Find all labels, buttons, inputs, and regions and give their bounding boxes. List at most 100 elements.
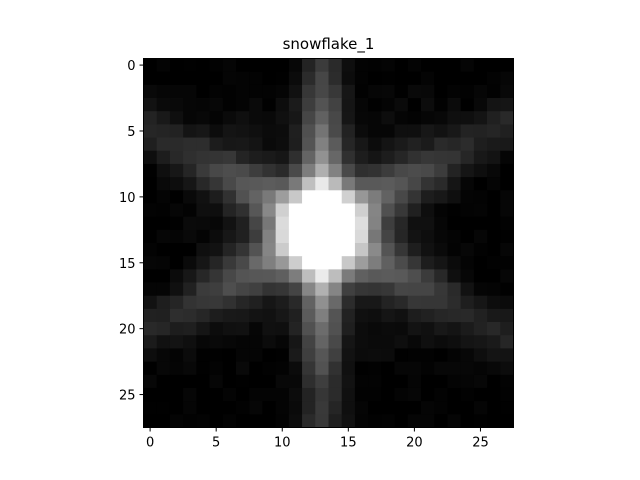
heatmap-cell [500, 282, 514, 297]
heatmap-cell [143, 190, 158, 204]
heatmap-cell [487, 150, 501, 165]
heatmap-cell [315, 58, 329, 73]
heatmap-cell [500, 348, 514, 363]
heatmap-cell [196, 137, 210, 152]
heatmap-cell [473, 84, 488, 99]
heatmap-cell [275, 335, 290, 349]
heatmap-cell [394, 348, 409, 363]
heatmap-cell [394, 269, 409, 283]
heatmap-cell [328, 348, 343, 363]
heatmap-cell [434, 387, 448, 402]
heatmap-cell [368, 322, 382, 336]
heatmap-cell [368, 374, 382, 389]
heatmap-cell [328, 163, 343, 178]
heatmap-cell [500, 229, 514, 244]
heatmap-cell [354, 71, 369, 86]
heatmap-cell [169, 150, 184, 165]
heatmap-cell [447, 308, 462, 323]
heatmap-cell [143, 308, 158, 323]
heatmap-cell [288, 282, 303, 297]
heatmap-cell [473, 361, 488, 376]
heatmap-cell [236, 243, 250, 257]
heatmap-cell [447, 295, 462, 310]
heatmap-cell [236, 137, 250, 152]
heatmap-cell [143, 361, 158, 376]
heatmap-cell [196, 203, 210, 218]
heatmap-cell [183, 335, 197, 349]
heatmap-cell [354, 335, 369, 349]
heatmap-cell [183, 177, 197, 191]
heatmap-cell [275, 150, 290, 165]
heatmap-cell [222, 150, 237, 165]
heatmap-cell [288, 335, 303, 349]
y-tick-label: 10 [119, 191, 136, 206]
heatmap-cell [328, 98, 343, 112]
heatmap-cell [236, 387, 250, 402]
heatmap-cell [262, 308, 277, 323]
heatmap-cell [421, 282, 435, 297]
heatmap-cell [473, 190, 488, 204]
heatmap-cell [407, 308, 422, 323]
heatmap-cell [500, 137, 514, 152]
heatmap-cell [169, 58, 184, 73]
heatmap-cell [196, 71, 210, 86]
heatmap-cell [169, 71, 184, 86]
heatmap-cell [209, 124, 224, 138]
heatmap-cell [249, 71, 263, 86]
heatmap-cell [328, 111, 343, 125]
heatmap-cell [315, 308, 329, 323]
heatmap-cell [236, 256, 250, 270]
heatmap-cell [315, 348, 329, 363]
heatmap-cell [302, 84, 316, 99]
heatmap-cell [143, 111, 158, 125]
heatmap-cell [236, 124, 250, 138]
heatmap-cell [315, 190, 329, 204]
heatmap-cell [407, 216, 422, 231]
heatmap-cell [487, 282, 501, 297]
heatmap-cell [368, 216, 382, 231]
heatmap-cell [341, 335, 356, 349]
heatmap-cell [460, 98, 475, 112]
heatmap-cell [368, 163, 382, 178]
heatmap-cell [209, 71, 224, 86]
heatmap-cell [156, 414, 171, 428]
heatmap-cell [354, 190, 369, 204]
heatmap-cell [354, 124, 369, 138]
heatmap-cell [354, 414, 369, 428]
heatmap-cell [434, 163, 448, 178]
heatmap-cell [196, 282, 210, 297]
heatmap-cell [275, 361, 290, 376]
heatmap-cell [447, 163, 462, 178]
heatmap-cell [262, 137, 277, 152]
heatmap-cell [381, 295, 395, 310]
heatmap-cell [169, 361, 184, 376]
heatmap-cell [421, 295, 435, 310]
heatmap-cell [394, 216, 409, 231]
x-tick-label: 5 [212, 436, 220, 451]
heatmap-cell [275, 269, 290, 283]
heatmap-cell [381, 177, 395, 191]
heatmap-cell [209, 308, 224, 323]
heatmap-cell [500, 71, 514, 86]
heatmap-cell [434, 414, 448, 428]
heatmap-cell [447, 71, 462, 86]
heatmap-cell [183, 348, 197, 363]
heatmap-cell [487, 322, 501, 336]
heatmap-cell [315, 414, 329, 428]
heatmap-cell [487, 374, 501, 389]
heatmap-cell [288, 361, 303, 376]
heatmap-cell [262, 256, 277, 270]
heatmap-cell [143, 177, 158, 191]
heatmap-cell [183, 414, 197, 428]
heatmap-cell [341, 322, 356, 336]
heatmap-cell [275, 137, 290, 152]
heatmap-cell [249, 374, 263, 389]
heatmap-cell [407, 71, 422, 86]
heatmap-cell [262, 229, 277, 244]
heatmap-cell [381, 163, 395, 178]
heatmap-cell [209, 150, 224, 165]
y-tick-label: 20 [119, 323, 136, 338]
heatmap-cell [143, 163, 158, 178]
heatmap-cell [209, 177, 224, 191]
